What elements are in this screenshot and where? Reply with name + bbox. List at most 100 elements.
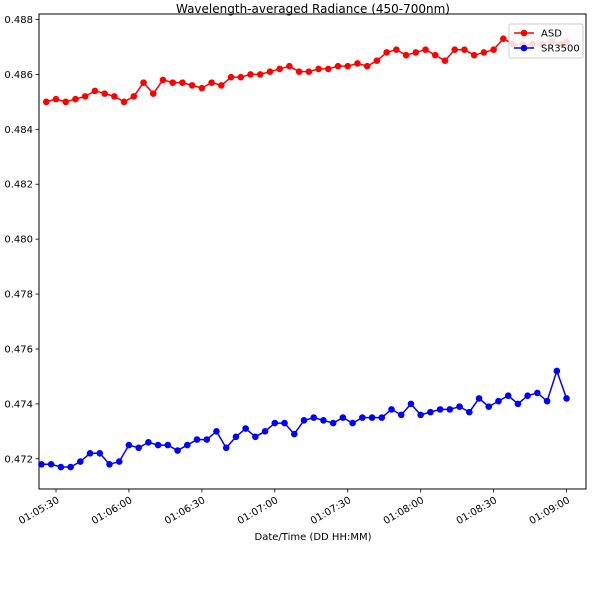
series-1-point (38, 460, 45, 468)
series-1-point (495, 397, 502, 405)
series-1-point (378, 414, 386, 421)
series-1-point (524, 392, 531, 399)
series-0-point (256, 71, 264, 78)
series-0-point (461, 46, 468, 53)
series-0-point (208, 79, 215, 86)
x-axis-label: Date/Time (DD HH:MM) (255, 532, 372, 543)
series-1-point (96, 450, 104, 457)
series-0-point (52, 95, 60, 103)
series-0-point (334, 62, 342, 70)
series-0-point (470, 51, 478, 59)
series-1-point (563, 395, 570, 402)
series-0-point (198, 84, 206, 92)
series-1-point (203, 436, 211, 443)
series-0-point (363, 62, 371, 70)
series-0-point (315, 65, 322, 73)
series-1-point (261, 428, 269, 435)
series-1-point (514, 400, 522, 408)
series-1-point (145, 439, 152, 446)
series-1-point (475, 395, 483, 402)
series-0-point (412, 49, 420, 56)
series-1-point (86, 450, 94, 457)
series-0-point (266, 68, 274, 75)
series-0-point (237, 73, 245, 81)
series-0-point (149, 90, 157, 97)
y-tick-label: 0.484 (4, 125, 33, 136)
series-1-point (534, 389, 541, 397)
series-0-point (218, 82, 225, 89)
series-1-point (47, 460, 55, 468)
series-1-point (339, 414, 347, 421)
series-1-point (427, 408, 434, 416)
series-1-point (397, 411, 405, 419)
series-0-point (227, 73, 235, 81)
series-1-point (252, 433, 259, 441)
series-1-point (349, 419, 356, 427)
series-1-point (232, 433, 240, 441)
series-0-point (120, 98, 128, 106)
series-1-point (135, 444, 142, 452)
series-0-point (325, 65, 332, 73)
y-tick-label: 0.482 (4, 180, 33, 191)
series-1-point (543, 397, 551, 405)
series-0-point (431, 51, 439, 59)
series-1-point (407, 400, 415, 408)
series-0-point (101, 90, 108, 97)
series-1-point (329, 419, 337, 427)
y-tick-label: 0.476 (4, 344, 33, 355)
series-1-point (359, 414, 366, 421)
series-1-point (388, 406, 395, 413)
series-1-point (154, 441, 162, 449)
y-tick-label: 0.488 (4, 15, 33, 26)
series-1-point (193, 436, 201, 443)
series-0-point (305, 68, 313, 75)
series-1-point (436, 406, 444, 413)
series-1-point (504, 392, 512, 399)
series-0-point (72, 95, 79, 103)
series-1-point (174, 447, 181, 454)
series-1-point (67, 463, 74, 471)
series-1-point (222, 444, 230, 452)
series-0-point (344, 62, 352, 70)
series-1-point (57, 463, 65, 471)
legend-label-1: SR3500 (541, 44, 580, 55)
legend-marker-1 (520, 44, 528, 52)
series-1-point (77, 458, 84, 465)
series-1-point (300, 417, 308, 424)
series-0-point (295, 68, 303, 75)
series-1-point (310, 414, 318, 421)
series-0-point (490, 46, 497, 53)
series-1-point (320, 417, 327, 424)
series-1-point (456, 403, 463, 410)
series-0-point (130, 93, 138, 100)
series-1-point (115, 458, 123, 465)
y-tick-label: 0.474 (4, 399, 33, 410)
series-0-point (247, 71, 254, 78)
series-0-point (276, 65, 283, 73)
series-1-point (417, 411, 424, 419)
y-tick-label: 0.472 (4, 454, 33, 465)
series-0-point (373, 57, 381, 64)
series-1-point (553, 367, 561, 375)
series-0-point (169, 79, 177, 86)
series-0-point (42, 98, 50, 106)
y-tick-label: 0.478 (4, 290, 33, 301)
series-0-point (402, 51, 410, 59)
series-1-point (125, 441, 133, 449)
series-1-point (485, 403, 493, 410)
series-0-point (286, 62, 293, 70)
series-1-point (184, 441, 191, 449)
axes-frame (38, 13, 587, 490)
series-0-point (91, 87, 99, 95)
series-0-point (81, 93, 89, 100)
series-0-point (500, 35, 507, 43)
series-1-point (106, 460, 113, 468)
series-0-point (480, 49, 488, 56)
series-0-point (111, 93, 118, 100)
y-tick-label: 0.486 (4, 70, 33, 81)
series-1-point (213, 428, 220, 435)
series-0-point (62, 98, 70, 106)
series-0-point (383, 49, 390, 56)
legend-marker-0 (520, 29, 528, 37)
series-1-point (242, 425, 249, 432)
